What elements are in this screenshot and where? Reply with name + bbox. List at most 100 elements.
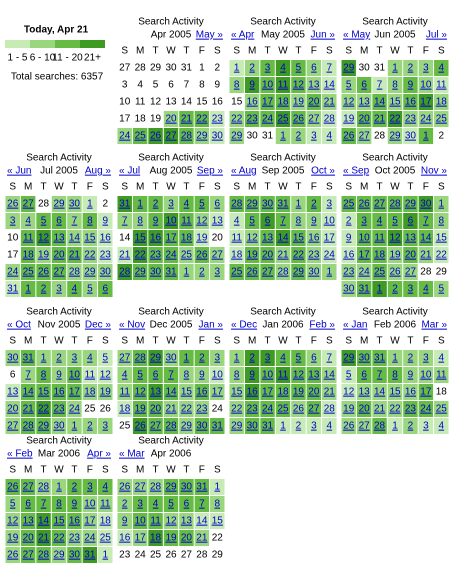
day-number[interactable]: 30	[359, 353, 371, 364]
day-number[interactable]: 15	[38, 387, 50, 398]
day-number[interactable]: 29	[293, 267, 305, 278]
day-number[interactable]: 2	[153, 199, 159, 210]
day-number[interactable]: 28	[324, 404, 336, 415]
day-number[interactable]: 22	[181, 404, 193, 415]
day-number[interactable]: 8	[439, 216, 445, 227]
day-number[interactable]: 22	[53, 533, 65, 544]
day-number[interactable]: 12	[135, 387, 147, 398]
day-number[interactable]: 5	[296, 63, 302, 74]
prev-month-link[interactable]: « Dec	[231, 320, 257, 331]
day-number[interactable]: 5	[392, 216, 398, 227]
day-number[interactable]: 26	[119, 482, 131, 493]
next-month-link[interactable]: Mar »	[421, 320, 447, 331]
day-number[interactable]: 24	[84, 533, 96, 544]
day-number[interactable]: 7	[280, 216, 286, 227]
day-number[interactable]: 29	[405, 199, 417, 210]
day-number[interactable]: 20	[308, 387, 320, 398]
day-number[interactable]: 30	[420, 199, 432, 210]
day-number[interactable]: 3	[265, 353, 271, 364]
day-number[interactable]: 4	[72, 284, 78, 295]
day-number[interactable]: 31	[374, 353, 386, 364]
day-number[interactable]: 3	[137, 499, 143, 510]
day-number[interactable]: 14	[324, 370, 336, 381]
day-number[interactable]: 20	[165, 114, 177, 125]
day-number[interactable]: 10	[69, 370, 81, 381]
next-month-link[interactable]: Sep »	[197, 166, 224, 177]
day-number[interactable]: 31	[262, 421, 274, 432]
prev-month-link[interactable]: « Oct	[7, 320, 31, 331]
day-number[interactable]: 28	[231, 199, 243, 210]
day-number[interactable]: 21	[69, 250, 81, 261]
day-number[interactable]: 27	[308, 404, 320, 415]
day-number[interactable]: 3	[311, 131, 317, 142]
day-number[interactable]: 16	[119, 533, 131, 544]
day-number[interactable]: 22	[38, 404, 50, 415]
day-number[interactable]: 21	[277, 250, 289, 261]
day-number[interactable]: 23	[405, 114, 417, 125]
day-number[interactable]: 27	[165, 131, 177, 142]
day-number[interactable]: 17	[135, 533, 147, 544]
day-number[interactable]: 19	[389, 250, 401, 261]
day-number[interactable]: 1	[184, 353, 190, 364]
day-number[interactable]: 25	[23, 267, 35, 278]
day-number[interactable]: 20	[262, 250, 274, 261]
day-number[interactable]: 5	[439, 284, 445, 295]
day-number[interactable]: 14	[69, 233, 81, 244]
day-number[interactable]: 8	[137, 216, 143, 227]
next-month-link[interactable]: Feb »	[309, 320, 335, 331]
day-number[interactable]: 24	[359, 267, 371, 278]
day-number[interactable]: 5	[87, 284, 93, 295]
day-number[interactable]: 9	[56, 370, 62, 381]
day-number[interactable]: 1	[392, 63, 398, 74]
day-number[interactable]: 3	[103, 421, 109, 432]
day-number[interactable]: 18	[84, 387, 96, 398]
day-number[interactable]: 17	[165, 233, 177, 244]
day-number[interactable]: 3	[56, 284, 62, 295]
day-number[interactable]: 15	[389, 387, 401, 398]
day-number[interactable]: 11	[278, 370, 289, 381]
day-number[interactable]: 30	[405, 131, 417, 142]
day-number[interactable]: 23	[150, 250, 162, 261]
day-number[interactable]: 15	[53, 516, 65, 527]
day-number[interactable]: 1	[280, 131, 286, 142]
day-number[interactable]: 23	[247, 404, 259, 415]
day-number[interactable]: 14	[23, 387, 35, 398]
day-number[interactable]: 29	[343, 63, 355, 74]
day-number[interactable]: 3	[215, 267, 221, 278]
day-number[interactable]: 29	[53, 550, 65, 561]
day-number[interactable]: 21	[374, 114, 386, 125]
day-number[interactable]: 26	[247, 267, 259, 278]
day-number[interactable]: 10	[84, 499, 96, 510]
day-number[interactable]: 16	[343, 250, 355, 261]
day-number[interactable]: 27	[212, 250, 224, 261]
prev-month-link[interactable]: « Nov	[119, 320, 145, 331]
day-number[interactable]: 1	[392, 353, 398, 364]
day-number[interactable]: 21	[196, 533, 208, 544]
day-number[interactable]: 2	[72, 482, 78, 493]
day-number[interactable]: 26	[293, 114, 305, 125]
day-number[interactable]: 12	[389, 233, 401, 244]
day-number[interactable]: 30	[150, 267, 162, 278]
day-number[interactable]: 19	[196, 233, 208, 244]
day-number[interactable]: 10	[165, 216, 177, 227]
day-number[interactable]: 15	[212, 516, 224, 527]
day-number[interactable]: 22	[293, 250, 305, 261]
day-number[interactable]: 24	[262, 114, 274, 125]
day-number[interactable]: 19	[165, 533, 177, 544]
day-number[interactable]: 4	[87, 353, 93, 364]
day-number[interactable]: 18	[277, 97, 289, 108]
day-number[interactable]: 4	[280, 63, 286, 74]
day-number[interactable]: 12	[343, 97, 355, 108]
day-number[interactable]: 8	[41, 370, 47, 381]
day-number[interactable]: 2	[122, 499, 128, 510]
day-number[interactable]: 22	[389, 404, 401, 415]
day-number[interactable]: 26	[389, 267, 401, 278]
day-number[interactable]: 22	[389, 114, 401, 125]
day-number[interactable]: 28	[389, 199, 401, 210]
day-number[interactable]: 11	[150, 516, 161, 527]
day-number[interactable]: 27	[23, 550, 35, 561]
day-number[interactable]: 9	[72, 499, 78, 510]
day-number[interactable]: 11	[100, 499, 111, 510]
day-number[interactable]: 21	[165, 404, 177, 415]
day-number[interactable]: 2	[249, 63, 255, 74]
